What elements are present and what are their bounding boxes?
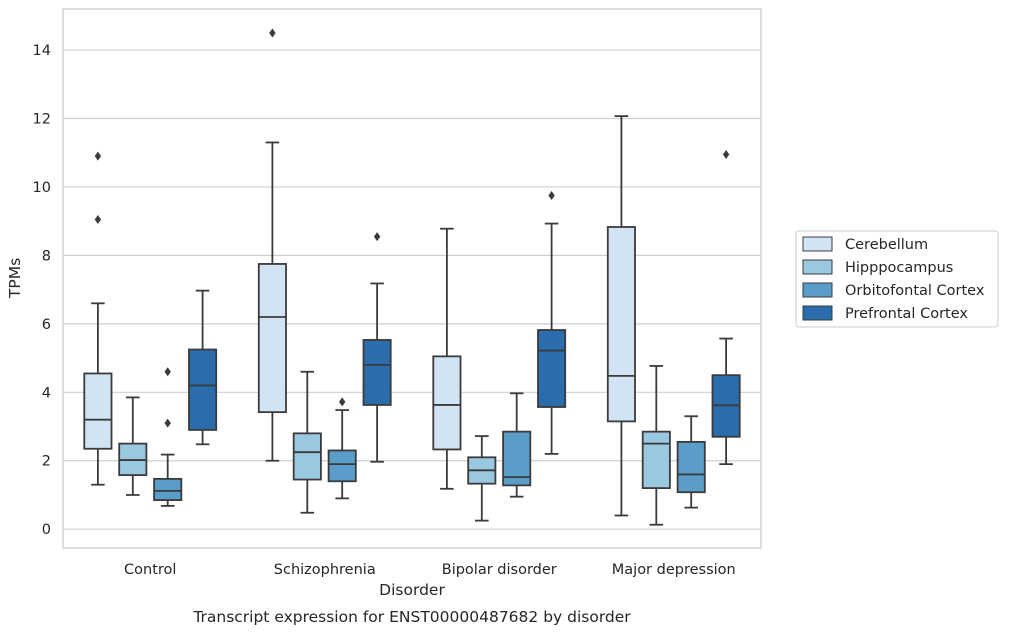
box-1-3	[362, 232, 392, 463]
legend-swatch	[802, 282, 833, 298]
box-1-2	[327, 397, 357, 500]
box-2-3	[537, 191, 567, 455]
legend-label: Hipppocampus	[845, 260, 953, 276]
iqr-box	[362, 339, 392, 406]
outlier-point	[339, 397, 346, 407]
legend-label: Prefrontal Cortex	[845, 306, 968, 322]
x-axis-label: Disorder	[379, 581, 445, 599]
box-0-2	[153, 367, 183, 507]
grid-lines	[63, 49, 761, 530]
legend-frame	[795, 230, 999, 328]
iqr-box	[292, 432, 322, 481]
iqr-box	[153, 477, 183, 501]
box-2-0	[432, 227, 462, 490]
y-axis-label: TPMs	[6, 258, 24, 299]
outlier-point	[548, 191, 555, 201]
box-0-1	[118, 396, 148, 496]
box-2-1	[467, 435, 497, 522]
boxes-layer	[83, 28, 741, 526]
box-1-1	[292, 370, 322, 514]
iqr-box	[257, 263, 287, 414]
x-tick-label: Schizophrenia	[274, 562, 376, 578]
x-tick-label: Bipolar disorder	[442, 562, 557, 578]
y-tick-label: 2	[42, 454, 51, 470]
y-tick-label: 12	[33, 112, 51, 128]
box-2-2	[502, 392, 532, 498]
y-tick-labels: 0 2 4 6 8 10 12 14	[33, 43, 51, 538]
iqr-box	[188, 348, 218, 431]
legend: Cerebellum Hipppocampus Orbitofontal Corte…	[795, 230, 999, 328]
plot-frame	[62, 8, 762, 549]
legend-label: Orbitofontal Cortex	[845, 283, 985, 299]
iqr-box	[327, 449, 357, 483]
iqr-box	[537, 329, 567, 408]
box-0-3	[188, 289, 218, 446]
x-tick-label: Control	[124, 562, 176, 578]
y-tick-label: 14	[33, 43, 51, 59]
y-tick-label: 0	[42, 522, 51, 538]
legend-label: Cerebellum	[845, 237, 928, 253]
outlier-point	[269, 28, 276, 38]
outlier-point	[94, 151, 102, 161]
chart-caption: Transcript expression for ENST0000048768…	[192, 608, 631, 626]
y-tick-label: 8	[42, 248, 51, 264]
iqr-box	[641, 430, 671, 490]
x-tick-labels: Control Schizophrenia Bipolar disorder Majo…	[124, 562, 736, 578]
box-3-0	[606, 115, 636, 517]
y-tick-label: 10	[33, 180, 51, 196]
box-3-1	[641, 365, 671, 526]
outlier-point	[722, 149, 730, 159]
legend-swatch	[802, 305, 833, 321]
box-0-0	[83, 151, 113, 486]
legend-swatch	[802, 259, 833, 275]
x-tick-label: Major depression	[612, 562, 736, 578]
box-3-3	[711, 149, 741, 466]
y-tick-label: 4	[42, 385, 51, 401]
box-1-0	[257, 28, 287, 462]
y-tick-label: 6	[42, 317, 51, 333]
iqr-box	[676, 441, 706, 494]
outlier-point	[94, 214, 102, 224]
iqr-box	[432, 355, 462, 451]
outlier-point	[164, 367, 171, 377]
iqr-box	[606, 226, 636, 423]
outlier-point	[164, 418, 171, 428]
iqr-box	[83, 372, 113, 450]
box-3-2	[676, 415, 706, 509]
legend-swatch	[802, 236, 833, 252]
outlier-point	[373, 232, 381, 242]
